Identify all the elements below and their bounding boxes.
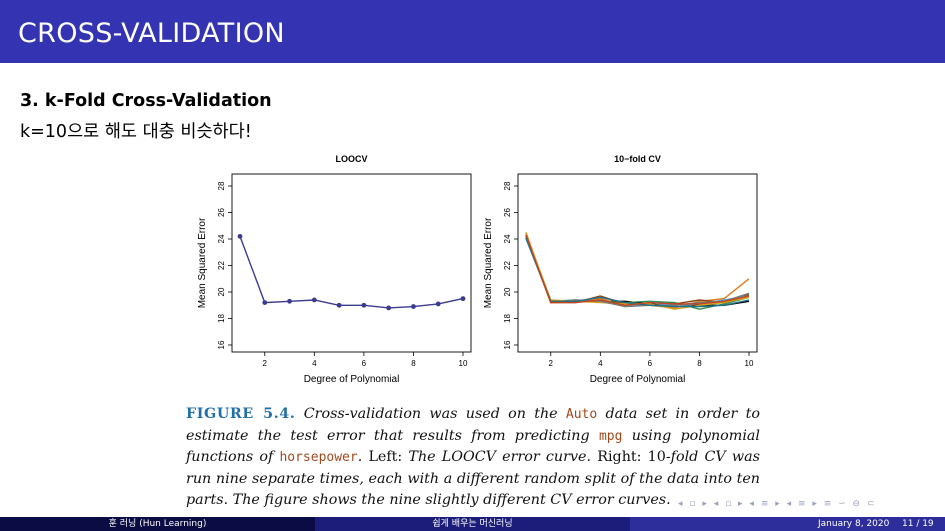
caption-text: Left: — [368, 449, 403, 466]
beamer-nav-icons[interactable]: ◂ ▫ ▸ ◂ ▫ ▸ ◂ ≡ ▸ ◂ ≡ ▸ ≡ ∽ ⊖ ⊂ — [678, 499, 877, 509]
x-tick-label: 10 — [459, 359, 468, 368]
x-tick-label: 2 — [263, 359, 268, 368]
series-line-4 — [525, 236, 750, 307]
y-tick-label: 24 — [217, 234, 226, 243]
footer-date: January 8, 2020 — [818, 519, 890, 529]
caption-code: horsepower — [279, 450, 358, 466]
slide-title: CROSS-VALIDATION — [18, 18, 285, 49]
data-point — [361, 302, 367, 308]
data-point — [262, 300, 268, 305]
caption-text: Right: 10- — [597, 449, 671, 466]
chart-title: 10−fold CV — [614, 154, 661, 164]
plot-frame — [517, 173, 758, 353]
data-point — [460, 296, 466, 302]
x-tick-label: 4 — [598, 359, 603, 368]
caption-text: using polynomial functions of — [186, 427, 760, 466]
y-tick-label: 16 — [217, 340, 226, 349]
subtext: k=10으로 해도 대충 비슷하다! — [20, 122, 252, 142]
y-axis-label: Mean Squared Error — [483, 217, 494, 308]
figure-caption: FIGURE 5.4. Cross-validation was used on… — [186, 404, 760, 512]
y-tick-label: 26 — [217, 208, 226, 217]
data-point — [336, 302, 342, 308]
footer-right: January 8, 2020 11 / 19 — [630, 517, 945, 531]
caption-text: . — [357, 449, 369, 466]
footer-author: 훈 러닝 (Hun Learning) — [0, 517, 315, 531]
x-tick-label: 4 — [312, 359, 317, 368]
x-axis-label: Degree of Polynomial — [304, 374, 400, 385]
caption-text: The LOOCV error curve. — [402, 449, 598, 466]
caption-code: mpg — [598, 428, 623, 444]
x-tick-label: 6 — [648, 359, 653, 368]
x-tick-label: 8 — [411, 359, 416, 368]
x-tick-label: 10 — [745, 359, 754, 368]
y-tick-label: 20 — [217, 287, 226, 296]
series-line-9 — [525, 234, 750, 307]
caption-label: FIGURE 5.4. — [186, 406, 296, 422]
data-point — [386, 305, 392, 311]
caption-text: fold CV was run nine separate times, eac… — [186, 449, 760, 509]
series-line-2 — [525, 232, 750, 309]
y-tick-label: 18 — [503, 314, 512, 323]
y-tick-label: 22 — [217, 261, 226, 270]
series-line-5 — [525, 238, 750, 308]
data-point — [435, 301, 441, 307]
caption-code: Auto — [565, 407, 598, 422]
data-point — [237, 233, 243, 239]
y-tick-label: 24 — [503, 234, 512, 243]
series-line-7 — [525, 236, 750, 308]
series-line-1 — [525, 237, 750, 307]
caption-text: Cross-validation was used on the — [295, 406, 566, 422]
footer-center: 쉽게 배우는 머신러닝 — [315, 517, 630, 531]
x-axis-label: Degree of Polynomial — [590, 374, 686, 385]
plot-frame — [231, 173, 472, 353]
footer: 훈 러닝 (Hun Learning) 쉽게 배우는 머신러닝 January … — [0, 517, 945, 531]
y-tick-label: 20 — [503, 287, 512, 296]
footer-page: 11 / 19 — [902, 519, 934, 529]
series-line-8 — [525, 237, 750, 308]
chart-title: LOOCV — [335, 154, 367, 164]
y-tick-label: 18 — [217, 314, 226, 323]
y-tick-label: 26 — [503, 208, 512, 217]
title-bar: CROSS-VALIDATION — [0, 0, 945, 63]
series-line-6 — [525, 233, 750, 310]
x-tick-label: 6 — [362, 359, 367, 368]
data-point — [411, 304, 416, 309]
x-tick-label: 2 — [549, 359, 554, 368]
y-tick-label: 28 — [217, 181, 226, 190]
x-tick-label: 8 — [697, 359, 702, 368]
y-tick-label: 22 — [503, 261, 512, 270]
caption-text: data set in order to estimate the test e… — [186, 406, 760, 444]
y-tick-label: 28 — [503, 181, 512, 190]
data-point — [287, 298, 292, 304]
y-axis-label: Mean Squared Error — [197, 217, 208, 308]
data-point — [311, 297, 317, 303]
y-tick-label: 16 — [503, 340, 512, 349]
section-heading: 3. k-Fold Cross-Validation — [20, 91, 272, 111]
series-line-3 — [525, 234, 750, 310]
series-line-1 — [239, 236, 464, 309]
